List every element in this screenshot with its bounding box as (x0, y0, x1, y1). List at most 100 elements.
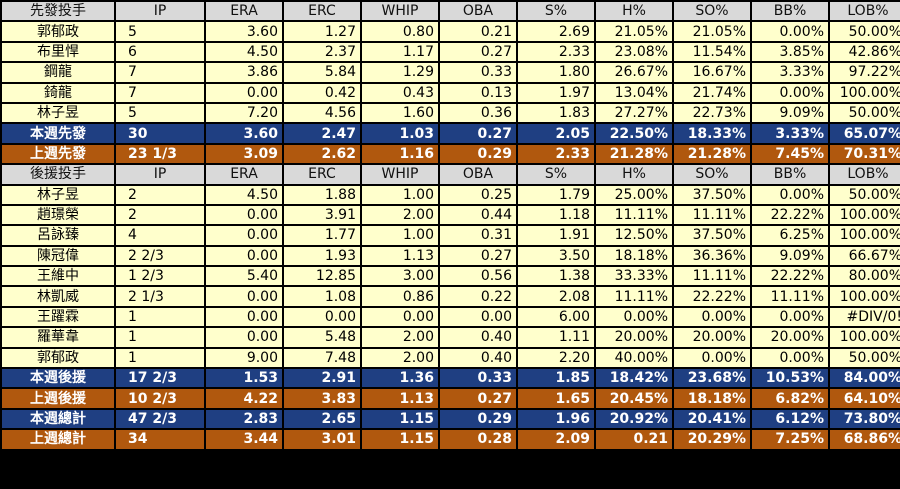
stat-cell: 42.86% (830, 42, 900, 62)
stat-cell: 1.83 (518, 103, 594, 123)
stat-cell: 22.50% (596, 124, 672, 143)
stat-cell: 11.11% (674, 267, 750, 286)
stat-cell: 2.37 (284, 42, 360, 62)
stat-cell: 6.25% (752, 226, 828, 245)
pitcher-name: 鋼龍 (2, 63, 114, 82)
stat-cell: 1.38 (518, 267, 594, 286)
stat-cell: 1.13 (362, 389, 438, 408)
stat-cell: 1.15 (362, 430, 438, 449)
stat-cell: 3.00 (362, 267, 438, 286)
stat-cell: 0.00 (440, 307, 516, 327)
stat-cell: 0.00 (206, 226, 282, 245)
stat-cell: 70.31% (830, 144, 900, 164)
stat-cell: 0.43 (362, 83, 438, 102)
stat-cell: 1.29 (362, 63, 438, 82)
pitcher-name: 布里悍 (2, 42, 114, 62)
column-header: OBA (440, 2, 516, 21)
stat-cell: 0.00% (752, 185, 828, 204)
stat-cell: 40.00% (596, 348, 672, 368)
stat-cell: 1.91 (518, 226, 594, 245)
pitcher-name: 王躍霖 (2, 307, 114, 327)
stat-cell: 2.83 (206, 409, 282, 429)
section-header-row: 先發投手 IP ERA ERC WHIP OBA S% H% SO% BB% LOB% (2, 2, 900, 21)
pitcher-name: 上週先發 (2, 144, 114, 164)
stat-cell: 68.86% (830, 430, 900, 449)
stat-cell: 7 (116, 83, 204, 102)
stat-cell: 20.41% (674, 409, 750, 429)
stat-cell: 21.05% (674, 22, 750, 41)
stat-cell: 50.00% (830, 22, 900, 41)
stat-cell: 0.31 (440, 226, 516, 245)
pitching-stats-table: 先發投手 IP ERA ERC WHIP OBA S% H% SO% BB% LOB% 郭郁政 5 3.6… (2, 2, 900, 449)
stat-cell: 2.09 (518, 430, 594, 449)
stat-cell: 18.18% (596, 246, 672, 266)
stat-cell: 0.80 (362, 22, 438, 41)
stat-cell: 7.48 (284, 348, 360, 368)
pitcher-name: 郭郁政 (2, 348, 114, 368)
stat-cell: 1.36 (362, 369, 438, 388)
stat-cell: 20.00% (752, 328, 828, 347)
stat-cell: 3.85% (752, 42, 828, 62)
stat-cell: 47 2/3 (116, 409, 204, 429)
pitcher-name: 上週後援 (2, 389, 114, 408)
stat-cell: 22.22% (752, 267, 828, 286)
stat-cell: 0.00% (752, 348, 828, 368)
stat-cell: 1.08 (284, 287, 360, 306)
stat-cell: 0.00 (206, 246, 282, 266)
column-header: H% (596, 165, 672, 184)
table-row: 趙璟榮 2 0.00 3.91 2.00 0.44 1.18 11.11% 11.11% 22.2… (2, 205, 900, 225)
stat-cell: 36.36% (674, 246, 750, 266)
stat-cell: 0.33 (440, 63, 516, 82)
stat-cell: 1.00 (362, 226, 438, 245)
pitcher-name: 本週總計 (2, 409, 114, 429)
stat-cell: 30 (116, 124, 204, 143)
stat-cell: 0.27 (440, 389, 516, 408)
column-header: ERC (284, 2, 360, 21)
stat-cell: 3.01 (284, 430, 360, 449)
stat-cell: 84.00% (830, 369, 900, 388)
stat-cell: 9.00 (206, 348, 282, 368)
stat-cell: 1.27 (284, 22, 360, 41)
table-row: 呂詠臻 4 0.00 1.77 1.00 0.31 1.91 12.50% 37.50% 6.25… (2, 226, 900, 245)
stat-cell: 6.00 (518, 307, 594, 327)
column-header: IP (116, 2, 204, 21)
stat-cell: 2.05 (518, 124, 594, 143)
stat-cell: 0.33 (440, 369, 516, 388)
stat-cell: 4.56 (284, 103, 360, 123)
column-header: BB% (752, 165, 828, 184)
stat-cell: 1.17 (362, 42, 438, 62)
stat-cell: 2.91 (284, 369, 360, 388)
stat-cell: 5.84 (284, 63, 360, 82)
stat-cell: 1 (116, 328, 204, 347)
stat-cell: 4 (116, 226, 204, 245)
stat-cell: 0.00 (206, 205, 282, 225)
pitcher-name: 陳冠偉 (2, 246, 114, 266)
table-row: 郭郁政 5 3.60 1.27 0.80 0.21 2.69 21.05% 21.05% 0.00… (2, 22, 900, 41)
stat-cell: 5.48 (284, 328, 360, 347)
stat-cell: 11.11% (674, 205, 750, 225)
stat-cell: 9.09% (752, 246, 828, 266)
stat-cell: 0.00 (284, 307, 360, 327)
column-header: LOB% (830, 165, 900, 184)
stat-cell: 64.10% (830, 389, 900, 408)
stat-cell: 66.67% (830, 246, 900, 266)
stat-cell: 80.00% (830, 267, 900, 286)
stat-cell: 11.11% (752, 287, 828, 306)
pitcher-name: 錡龍 (2, 83, 114, 102)
stat-cell: 50.00% (830, 103, 900, 123)
stat-cell: 10 2/3 (116, 389, 204, 408)
stat-cell: 20.00% (674, 328, 750, 347)
column-header: WHIP (362, 2, 438, 21)
stat-cell: 18.18% (674, 389, 750, 408)
table-row: 陳冠偉 2 2/3 0.00 1.93 1.13 0.27 3.50 18.18% 36.36%… (2, 246, 900, 266)
stat-cell: 2 (116, 185, 204, 204)
stat-cell: 0.40 (440, 348, 516, 368)
pitcher-name: 林子昱 (2, 103, 114, 123)
stat-cell: 22.22% (752, 205, 828, 225)
stat-cell: 0.25 (440, 185, 516, 204)
stat-cell: 0.00% (674, 348, 750, 368)
stat-cell: 1.11 (518, 328, 594, 347)
stat-cell: 3.60 (206, 124, 282, 143)
stat-cell: 1.00 (362, 185, 438, 204)
stat-cell: 0.29 (440, 144, 516, 164)
